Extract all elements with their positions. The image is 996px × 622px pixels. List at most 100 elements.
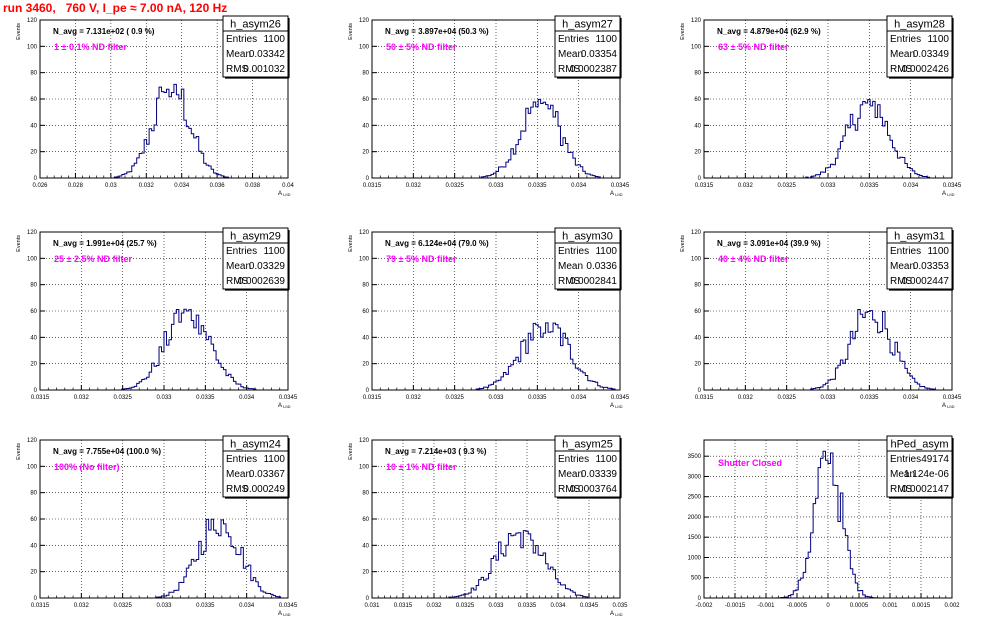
stats-key: Mean [226, 261, 251, 272]
stats-value: 0.0002841 [570, 276, 618, 287]
y-axis-title: Events [348, 443, 354, 460]
stats-key: RMS [226, 64, 249, 75]
x-tick-label: -0.002 [695, 603, 713, 609]
x-tick-label: 0.0345 [611, 183, 630, 189]
y-tick-label: 0 [698, 388, 702, 394]
x-tick-label: 0.0005 [850, 603, 869, 609]
stats-key: Mean [226, 49, 251, 60]
stats-key: Mean [890, 49, 915, 60]
stats-key: RMS [226, 484, 249, 495]
y-tick-label: 100 [359, 44, 370, 50]
y-tick-label: 20 [694, 150, 701, 156]
x-tick-label: 0.0315 [31, 603, 50, 609]
x-axis-title: A LIID [610, 403, 623, 409]
stats-box: h_asym31 Entries 1100 Mean0.03353RMS0.00024… [886, 227, 954, 291]
y-tick-label: 60 [362, 309, 369, 315]
x-tick-label: 0 [826, 603, 830, 609]
x-tick-label: 0.03 [105, 183, 117, 189]
x-tick-label: 0.032 [406, 395, 422, 401]
stats-value: 1.124e-06 [904, 469, 949, 480]
stats-key: Mean [890, 261, 915, 272]
y-tick-label: 1500 [688, 535, 702, 541]
stats-value: 0.001032 [243, 64, 285, 75]
stats-value: 1100 [595, 34, 617, 45]
y-tick-label: 0 [698, 176, 702, 182]
histogram-name: h_asym28 [894, 19, 945, 31]
stats-value: 1100 [263, 34, 285, 45]
x-tick-label: 0.0315 [31, 395, 50, 401]
x-tick-label: 0.0315 [695, 183, 714, 189]
stats-key: RMS [890, 64, 913, 75]
stats-key: Entries [558, 34, 589, 45]
stats-box: h_asym28 Entries 1100 Mean0.03349RMS0.00024… [886, 15, 954, 79]
y-tick-label: 40 [694, 123, 701, 129]
y-tick-label: 80 [694, 283, 701, 289]
x-tick-label: 0.0325 [445, 395, 464, 401]
y-tick-label: 20 [30, 570, 37, 576]
filter-note: 79 ± 5% ND filter [386, 254, 457, 264]
y-tick-label: 40 [694, 335, 701, 341]
x-tick-label: 0.0335 [528, 395, 547, 401]
y-tick-label: 120 [691, 18, 702, 24]
stats-value: 0.0002426 [902, 64, 950, 75]
x-tick-label: 0.033 [488, 395, 504, 401]
histogram-panel-h_asym24: 0.0315 0.032 0.0325 0.033 0.0335 0.034 0.0345 0… [16, 435, 298, 617]
stats-key: Entries [226, 34, 257, 45]
stats-value: 0.000249 [243, 484, 285, 495]
stats-value: 0.03354 [581, 49, 618, 60]
stats-value: 0.0002447 [902, 276, 950, 287]
y-tick-label: 120 [359, 18, 370, 24]
y-tick-label: 100 [691, 44, 702, 50]
x-tick-label: 0.0345 [580, 603, 599, 609]
stats-value: 1100 [595, 246, 617, 257]
x-tick-label: 0.033 [156, 395, 172, 401]
stats-values-box [554, 450, 621, 498]
stats-key: Entries [890, 454, 921, 465]
y-tick-label: 120 [27, 230, 38, 236]
y-tick-label: 60 [30, 517, 37, 523]
y-tick-label: 2500 [688, 495, 702, 501]
x-tick-label: 0.0335 [196, 395, 215, 401]
x-tick-label: 0.0335 [196, 603, 215, 609]
stats-key: Mean [558, 469, 583, 480]
y-tick-label: 0 [34, 388, 38, 394]
y-tick-label: 80 [30, 283, 37, 289]
stats-key: RMS [558, 276, 581, 287]
filter-note: 63 ± 5% ND filter [718, 42, 789, 52]
y-tick-label: 40 [362, 335, 369, 341]
y-tick-label: 40 [362, 123, 369, 129]
y-axis-title: Events [348, 235, 354, 252]
y-tick-label: 120 [27, 18, 38, 24]
stats-value: 1100 [595, 454, 617, 465]
stats-values-box [886, 450, 953, 498]
y-tick-label: 1000 [688, 555, 702, 561]
navg-label: N_avg = 3.897e+04 (50.3 %) [385, 27, 489, 36]
y-tick-label: 120 [359, 438, 370, 444]
y-tick-label: 0 [366, 388, 370, 394]
filter-note: 100% (No filter) [54, 462, 120, 472]
y-tick-label: 100 [359, 256, 370, 262]
x-tick-label: 0.038 [245, 183, 261, 189]
navg-label: N_avg = 4.879e+04 (62.9 %) [717, 27, 821, 36]
x-tick-label: 0.0345 [279, 603, 298, 609]
histogram-panel-h_asym26: 0.026 0.028 0.03 0.032 0.034 0.036 0.038 0.04 0 2… [16, 15, 294, 197]
navg-label: N_avg = 1.991e+04 (25.7 %) [53, 239, 157, 248]
x-tick-label: 0.032 [406, 183, 422, 189]
x-tick-label: 0.0325 [113, 395, 132, 401]
histogram-panel-h_asym30: 0.0315 0.032 0.0325 0.033 0.0335 0.034 0.0345 0… [348, 227, 630, 409]
y-axis-title: Events [348, 23, 354, 40]
histogram-name: h_asym24 [230, 439, 281, 451]
y-tick-label: 100 [27, 256, 38, 262]
filter-note: Shutter Closed [718, 458, 782, 468]
stats-value: 0.03353 [913, 261, 950, 272]
y-tick-label: 60 [694, 309, 701, 315]
stats-value: 0.03329 [249, 261, 286, 272]
x-tick-label: 0.032 [74, 395, 90, 401]
stats-key: Entries [558, 454, 589, 465]
x-tick-label: 0.034 [903, 395, 919, 401]
filter-note: 40 ± 4% ND filter [718, 254, 789, 264]
stats-value: 0.0002387 [570, 64, 618, 75]
stats-value: 0.03339 [581, 469, 618, 480]
y-tick-label: 100 [359, 464, 370, 470]
